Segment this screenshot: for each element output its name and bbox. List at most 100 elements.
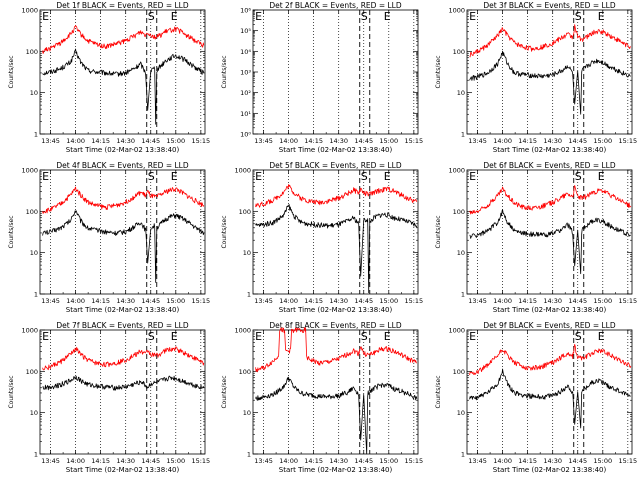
y-tick-label: 10 <box>457 409 465 417</box>
x-tick-label: 14:15 <box>91 297 110 305</box>
y-tick-label: 1000 <box>448 167 465 175</box>
x-tick-label: 14:30 <box>116 457 135 465</box>
events-series-line <box>469 50 631 115</box>
x-tick-label: 14:00 <box>66 137 85 145</box>
x-tick-label: 14:30 <box>543 297 562 305</box>
interval-marker-s: S <box>575 330 582 343</box>
y-tick-label: 10 <box>457 89 465 97</box>
y-tick-label: 10³ <box>240 69 251 77</box>
y-tick-label: 1 <box>34 291 38 299</box>
x-axis-label: Start Time (02-Mar-02 13:38:40) <box>493 306 607 314</box>
lld-series-line <box>469 24 631 58</box>
plot-frame <box>252 169 419 295</box>
interval-marker-s: S <box>148 330 155 343</box>
interval-marker-e: E <box>384 10 391 23</box>
x-tick-label: 14:30 <box>329 137 348 145</box>
events-series-line <box>469 368 631 429</box>
y-axis-label: Counts/sec <box>8 55 15 88</box>
y-tick-label: 10 <box>243 409 251 417</box>
x-tick-label: 13:45 <box>254 457 273 465</box>
plot-frame <box>252 9 419 135</box>
interval-marker-e: E <box>598 170 605 183</box>
lld-series-line <box>255 327 417 373</box>
y-tick-label: 100 <box>453 48 465 56</box>
x-axis-label: Start Time (02-Mar-02 13:38:40) <box>279 306 393 314</box>
panel-title: Det 7f BLACK = Events, RED = LLD <box>56 321 189 330</box>
interval-marker-e: E <box>469 170 476 183</box>
detector-panel-2: Det 2f BLACK = Events, RED = LLD 10⁰ 10¹ 10… <box>221 1 423 154</box>
x-tick-label: 15:15 <box>618 457 637 465</box>
x-tick-label: 15:00 <box>166 457 185 465</box>
plot-frame <box>39 169 206 295</box>
interval-marker-e: E <box>171 10 178 23</box>
x-tick-label: 15:15 <box>618 297 637 305</box>
y-tick-label: 10 <box>30 89 38 97</box>
y-tick-label: 100 <box>239 368 251 376</box>
y-axis-label: Counts/sec <box>221 55 228 88</box>
detector-panel-9: Det 9f BLACK = Events, RED = LLD 1 10 100 10… <box>435 321 637 474</box>
x-axis-label: Start Time (02-Mar-02 13:38:40) <box>493 466 607 474</box>
x-tick-label: 15:00 <box>379 457 398 465</box>
interval-marker-e: E <box>255 170 262 183</box>
y-tick-label: 1000 <box>448 7 465 15</box>
interval-marker-e: E <box>469 10 476 23</box>
interval-marker-s: S <box>361 10 368 23</box>
events-series-line <box>42 375 205 391</box>
x-tick-label: 15:00 <box>166 297 185 305</box>
lld-series-line <box>42 24 205 54</box>
y-axis-label: Counts/sec <box>8 375 15 408</box>
x-tick-label: 15:15 <box>191 297 210 305</box>
x-tick-label: 15:15 <box>191 457 210 465</box>
y-axis-label: Counts/sec <box>221 375 228 408</box>
interval-marker-e: E <box>384 330 391 343</box>
x-axis-label: Start Time (02-Mar-02 13:38:40) <box>66 146 180 154</box>
x-tick-label: 14:00 <box>279 137 298 145</box>
y-tick-label: 10⁵ <box>240 27 251 35</box>
x-tick-label: 14:30 <box>116 297 135 305</box>
plot-frame <box>39 329 206 455</box>
y-tick-label: 1000 <box>234 167 251 175</box>
detector-panel-5: Det 5f BLACK = Events, RED = LLD 1 10 100 10… <box>221 161 423 314</box>
x-tick-label: 13:45 <box>41 297 60 305</box>
detector-panel-7: Det 7f BLACK = Events, RED = LLD 1 10 100 10… <box>8 321 210 474</box>
lld-series-line <box>255 184 418 208</box>
x-tick-label: 14:30 <box>116 137 135 145</box>
x-tick-label: 15:15 <box>404 457 423 465</box>
panel-title: Det 1f BLACK = Events, RED = LLD <box>56 1 189 10</box>
x-tick-label: 14:15 <box>304 137 323 145</box>
interval-marker-e: E <box>384 170 391 183</box>
x-tick-label: 14:00 <box>493 137 512 145</box>
y-tick-label: 10 <box>30 409 38 417</box>
x-axis-label: Start Time (02-Mar-02 13:38:40) <box>66 466 180 474</box>
y-tick-label: 1000 <box>21 167 38 175</box>
panel-title: Det 6f BLACK = Events, RED = LLD <box>483 161 616 170</box>
events-series-line <box>255 204 418 294</box>
y-tick-label: 10 <box>457 249 465 257</box>
y-tick-label: 1 <box>461 291 465 299</box>
panel-title: Det 4f BLACK = Events, RED = LLD <box>56 161 189 170</box>
x-tick-label: 15:15 <box>404 137 423 145</box>
x-tick-label: 13:45 <box>254 137 273 145</box>
x-tick-label: 14:00 <box>279 297 298 305</box>
detector-panel-8: Det 8f BLACK = Events, RED = LLD 1 10 100 10… <box>221 321 423 474</box>
x-tick-label: 13:45 <box>468 137 487 145</box>
y-tick-label: 1 <box>247 291 251 299</box>
x-tick-label: 14:30 <box>543 457 562 465</box>
y-tick-label: 1000 <box>234 327 251 335</box>
x-tick-label: 14:15 <box>518 297 537 305</box>
x-tick-label: 14:45 <box>568 297 587 305</box>
interval-marker-s: S <box>575 10 582 23</box>
interval-marker-s: S <box>361 330 368 343</box>
x-tick-label: 14:00 <box>66 457 85 465</box>
x-tick-label: 14:45 <box>568 137 587 145</box>
y-tick-label: 1 <box>461 131 465 139</box>
detector-panel-1: Det 1f BLACK = Events, RED = LLD 1 10 100 10… <box>8 1 210 154</box>
plot-frame <box>466 9 633 135</box>
lld-series-line <box>42 186 205 214</box>
x-tick-label: 14:00 <box>66 297 85 305</box>
detector-panel-3: Det 3f BLACK = Events, RED = LLD 1 10 100 10… <box>435 1 637 154</box>
detector-panel-6: Det 6f BLACK = Events, RED = LLD 1 10 100 10… <box>435 161 637 314</box>
x-tick-label: 15:00 <box>379 137 398 145</box>
interval-marker-e: E <box>255 330 262 343</box>
